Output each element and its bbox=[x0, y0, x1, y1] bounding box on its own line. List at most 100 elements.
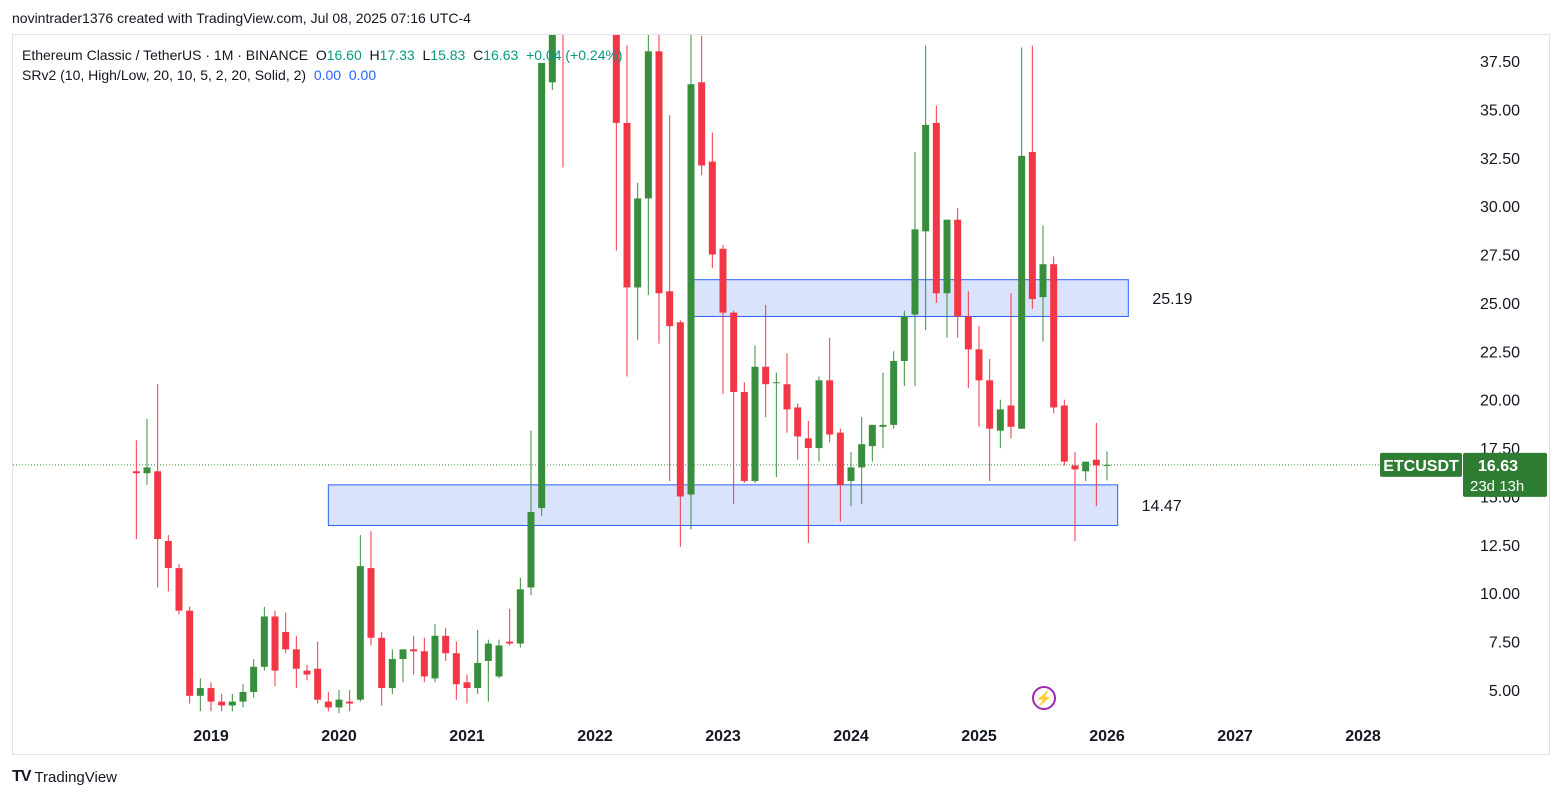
candle[interactable] bbox=[708, 132, 716, 269]
candle[interactable] bbox=[346, 690, 354, 712]
candle[interactable] bbox=[335, 690, 343, 714]
candle[interactable] bbox=[772, 372, 780, 478]
candle[interactable] bbox=[858, 417, 866, 505]
candle[interactable] bbox=[698, 35, 706, 176]
candle[interactable] bbox=[911, 151, 919, 387]
candle[interactable] bbox=[356, 535, 364, 702]
candle[interactable] bbox=[1103, 451, 1111, 481]
candle[interactable] bbox=[1050, 256, 1058, 414]
candle[interactable] bbox=[623, 45, 631, 377]
candle[interactable] bbox=[442, 628, 450, 661]
candle[interactable] bbox=[751, 345, 759, 483]
candle[interactable] bbox=[932, 105, 940, 303]
candle[interactable] bbox=[783, 353, 791, 433]
candle[interactable] bbox=[655, 0, 663, 344]
candle[interactable] bbox=[218, 693, 226, 712]
candle[interactable] bbox=[292, 635, 300, 689]
candle[interactable] bbox=[826, 337, 834, 443]
candle[interactable] bbox=[676, 320, 684, 547]
tv-logo-icon: TV bbox=[12, 768, 31, 785]
candle[interactable] bbox=[282, 612, 290, 654]
candle[interactable] bbox=[186, 606, 194, 704]
candle[interactable] bbox=[1018, 47, 1026, 429]
candle[interactable] bbox=[868, 424, 876, 462]
candle[interactable] bbox=[154, 384, 162, 588]
candle[interactable] bbox=[463, 674, 471, 704]
candle[interactable] bbox=[527, 430, 535, 596]
candle[interactable] bbox=[548, 0, 556, 91]
candle[interactable] bbox=[495, 639, 503, 679]
candle[interactable] bbox=[314, 641, 322, 704]
candle[interactable] bbox=[420, 637, 428, 683]
candle[interactable] bbox=[452, 641, 460, 700]
sr-zone-1[interactable] bbox=[690, 279, 1129, 317]
candle[interactable] bbox=[954, 208, 962, 338]
candle[interactable] bbox=[516, 577, 524, 648]
candle[interactable] bbox=[271, 610, 279, 687]
candle[interactable] bbox=[378, 631, 386, 706]
candle[interactable] bbox=[175, 564, 183, 615]
candle[interactable] bbox=[207, 682, 215, 712]
candle[interactable] bbox=[964, 291, 972, 389]
candle[interactable] bbox=[164, 535, 172, 592]
candle[interactable] bbox=[1082, 461, 1090, 481]
candle[interactable] bbox=[1028, 45, 1036, 309]
candle[interactable] bbox=[239, 684, 247, 708]
candle[interactable] bbox=[996, 399, 1004, 449]
candle[interactable] bbox=[1039, 225, 1047, 342]
candle[interactable] bbox=[740, 382, 748, 483]
candle[interactable] bbox=[815, 376, 823, 462]
candle[interactable] bbox=[410, 635, 418, 675]
candle[interactable] bbox=[484, 639, 492, 702]
candle[interactable] bbox=[986, 359, 994, 481]
candle-body bbox=[250, 666, 258, 692]
candle[interactable] bbox=[719, 244, 727, 394]
legend-indicator-name[interactable]: SRv2 (10, High/Low, 20, 10, 5, 2, 20, So… bbox=[22, 67, 307, 83]
candle[interactable] bbox=[388, 649, 396, 694]
candle[interactable] bbox=[324, 691, 332, 712]
candle[interactable] bbox=[1007, 293, 1015, 439]
candle[interactable] bbox=[228, 693, 236, 712]
ticker-badge[interactable] bbox=[1380, 452, 1462, 477]
candle[interactable] bbox=[879, 372, 887, 449]
candle[interactable] bbox=[250, 659, 258, 698]
candle[interactable] bbox=[431, 624, 439, 683]
candle[interactable] bbox=[1092, 422, 1100, 507]
candle[interactable] bbox=[943, 219, 951, 338]
price-badge[interactable] bbox=[1463, 452, 1547, 497]
candle[interactable] bbox=[1060, 399, 1068, 466]
candle[interactable] bbox=[143, 419, 151, 485]
legend-symbol-name[interactable]: Ethereum Classic / TetherUS · 1M · BINAN… bbox=[22, 47, 309, 63]
candle[interactable] bbox=[260, 606, 268, 671]
candle[interactable] bbox=[506, 608, 514, 646]
sr-zone-2[interactable] bbox=[327, 484, 1119, 526]
tradingview-logo[interactable]: TV TradingView bbox=[12, 768, 117, 786]
candle[interactable] bbox=[303, 664, 311, 681]
candle[interactable] bbox=[975, 326, 983, 427]
candle[interactable] bbox=[367, 531, 375, 646]
candle[interactable] bbox=[836, 428, 844, 522]
candle[interactable] bbox=[922, 45, 930, 331]
candle-body bbox=[943, 219, 951, 294]
candle[interactable] bbox=[666, 115, 674, 481]
candle[interactable] bbox=[687, 0, 695, 530]
candle[interactable] bbox=[1071, 451, 1079, 541]
candle[interactable] bbox=[804, 420, 812, 543]
candle[interactable] bbox=[762, 304, 770, 418]
candle[interactable] bbox=[196, 678, 204, 712]
candle[interactable] bbox=[644, 0, 652, 296]
candle[interactable] bbox=[890, 351, 898, 429]
candle[interactable] bbox=[538, 62, 546, 516]
candle[interactable] bbox=[900, 310, 908, 387]
candle[interactable] bbox=[612, 0, 620, 251]
candle[interactable] bbox=[474, 630, 482, 694]
candle[interactable] bbox=[847, 451, 855, 507]
candle[interactable] bbox=[730, 310, 738, 505]
candle[interactable] bbox=[634, 182, 642, 340]
lightning-icon[interactable]: ⚡ bbox=[1032, 686, 1056, 710]
y-tick-label: 32.50 bbox=[1480, 151, 1520, 168]
candle[interactable] bbox=[399, 649, 407, 683]
candle[interactable] bbox=[794, 403, 802, 460]
candle[interactable] bbox=[132, 440, 140, 540]
